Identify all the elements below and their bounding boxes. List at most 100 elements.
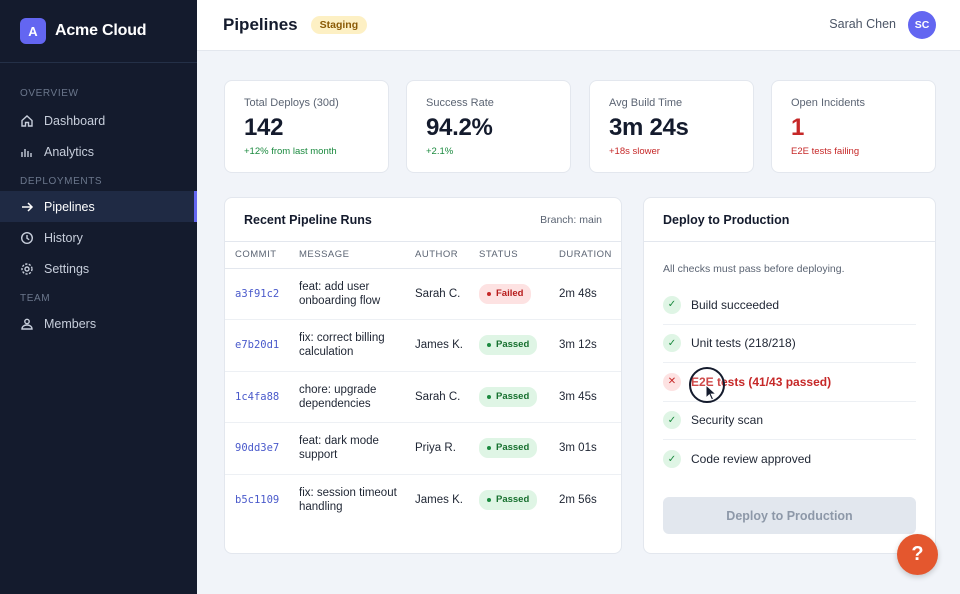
runs-table: COMMIT MESSAGE AUTHOR STATUS DURATION a3… <box>225 242 621 526</box>
home-icon <box>20 114 34 128</box>
status-dot <box>487 446 491 451</box>
check-icon: ✓ <box>663 450 681 469</box>
sidebar: A Acme Cloud OVERVIEW Dashboard Analytic… <box>0 0 197 594</box>
recent-runs-card: Recent Pipeline Runs Branch: main COMMIT… <box>224 197 622 554</box>
commit-hash[interactable]: 1c4fa88 <box>225 371 289 423</box>
column-header-status: STATUS <box>469 242 549 269</box>
run-duration: 3m 01s <box>549 422 621 475</box>
check-icon: ✓ <box>663 334 681 353</box>
status-badge: Passed <box>479 335 538 356</box>
help-button[interactable]: ? <box>897 534 938 575</box>
card-title: Deploy to Production <box>663 212 790 227</box>
deploy-to-production-button[interactable]: Deploy to Production <box>663 497 916 534</box>
stat-value: 94.2% <box>426 114 493 141</box>
stat-note: +18s slower <box>609 146 660 157</box>
sidebar-item-label: Dashboard <box>44 113 106 128</box>
mouse-cursor-icon <box>705 384 717 401</box>
clock-icon <box>20 231 34 245</box>
env-badge: Staging <box>310 16 368 34</box>
table-row[interactable]: e7b20d1 fix: correct billing calculation… <box>225 319 621 372</box>
brand-name: Acme Cloud <box>55 22 147 39</box>
run-duration: 2m 56s <box>559 494 597 506</box>
commit-hash[interactable]: e7b20d1 <box>225 319 289 372</box>
sidebar-item-settings[interactable]: Settings <box>0 253 197 284</box>
column-header-duration: DURATION <box>549 242 621 269</box>
table-row[interactable]: a3f91c2 feat: add user onboarding flow S… <box>225 268 621 320</box>
top-bar: Pipelines Staging Sarah Chen SC <box>197 0 960 51</box>
run-duration: 3m 45s <box>549 371 621 423</box>
stat-value: 3m 24s <box>609 114 689 141</box>
commit-author: Sarah C. <box>405 268 469 320</box>
check-icon: ✓ <box>663 295 681 314</box>
nav-section-overview: OVERVIEW <box>20 88 79 99</box>
check-item-build: ✓ Build succeeded <box>663 286 916 325</box>
deploy-card: Deploy to Production All checks must pas… <box>643 197 936 554</box>
table-row[interactable]: 1c4fa88 chore: upgrade dependencies Sara… <box>225 371 621 423</box>
status-cell: Passed <box>469 371 549 423</box>
sidebar-item-members[interactable]: Members <box>0 308 197 339</box>
stat-card-total-deploys: Total Deploys (30d) 142 +12% from last m… <box>224 80 389 173</box>
status-cell: Failed <box>469 268 549 320</box>
status-text: Passed <box>496 494 530 505</box>
stat-note: +12% from last month <box>244 146 337 157</box>
sidebar-item-history[interactable]: History <box>0 222 197 253</box>
commit-hash[interactable]: a3f91c2 <box>225 268 289 320</box>
run-duration: 3m 12s <box>549 319 621 372</box>
commit-hash[interactable]: b5c1109 <box>235 494 280 506</box>
status-dot <box>487 394 491 399</box>
sidebar-item-analytics[interactable]: Analytics <box>0 136 197 167</box>
stat-label: Success Rate <box>426 97 494 109</box>
table-header-row: COMMIT MESSAGE AUTHOR STATUS DURATION <box>225 242 621 269</box>
card-header: Recent Pipeline Runs Branch: main <box>225 198 621 242</box>
brand[interactable]: A Acme Cloud <box>0 0 197 63</box>
stat-card-avg-build-time: Avg Build Time 3m 24s +18s slower <box>589 80 754 173</box>
check-label: Build succeeded <box>691 297 780 312</box>
avatar[interactable]: SC <box>908 11 936 39</box>
check-item-unit-tests: ✓ Unit tests (218/218) <box>663 325 916 363</box>
user-name[interactable]: Sarah Chen <box>829 17 896 31</box>
status-cell: Passed <box>469 319 549 372</box>
status-text: Failed <box>496 287 524 299</box>
column-header-author: AUTHOR <box>405 242 469 269</box>
sidebar-item-label: Pipelines <box>44 199 95 214</box>
status-badge: Failed <box>479 283 532 304</box>
run-duration: 2m 48s <box>549 268 621 320</box>
status-dot <box>487 291 491 296</box>
commit-author: Priya R. <box>405 422 469 475</box>
nav-section-team: TEAM <box>20 293 51 304</box>
commit-message: feat: dark mode support <box>289 422 405 475</box>
stat-label: Avg Build Time <box>609 97 683 109</box>
nav-section-deployments: DEPLOYMENTS <box>20 176 103 187</box>
column-header-message: MESSAGE <box>289 242 405 269</box>
status-badge: Passed <box>479 386 538 407</box>
check-item-e2e-tests[interactable]: ✕ E2E tests (41/43 passed) <box>663 363 916 402</box>
table-row[interactable]: b5c1109 fix: session timeout handling Ja… <box>225 474 621 526</box>
sidebar-item-pipelines[interactable]: Pipelines <box>0 191 197 222</box>
page-title: Pipelines <box>223 15 298 34</box>
commit-author: Sarah C. <box>405 371 469 423</box>
table-row[interactable]: 90dd3e7 feat: dark mode support Priya R.… <box>225 422 621 475</box>
status-text: Passed <box>496 390 530 402</box>
status-text: Passed <box>496 339 530 351</box>
sidebar-item-label: History <box>44 230 83 245</box>
stat-card-success-rate: Success Rate 94.2% +2.1% <box>406 80 571 173</box>
status-text: Passed <box>496 442 530 454</box>
sidebar-item-dashboard[interactable]: Dashboard <box>0 105 197 136</box>
commit-author: James K. <box>415 494 463 506</box>
sidebar-item-label: Settings <box>44 261 90 276</box>
check-label[interactable]: E2E tests (41/43 passed) <box>691 374 832 389</box>
check-item-security-scan: ✓ Security scan <box>663 402 916 440</box>
column-header-commit: COMMIT <box>225 242 289 269</box>
stat-note: E2E tests failing <box>791 146 860 157</box>
stat-value: 1 <box>791 114 805 141</box>
commit-message: fix: correct billing calculation <box>289 319 405 372</box>
commit-hash[interactable]: 90dd3e7 <box>225 422 289 475</box>
status-badge: Passed <box>479 490 538 510</box>
sidebar-item-label: Members <box>44 316 97 331</box>
stat-label: Open Incidents <box>791 97 865 109</box>
commit-message: chore: upgrade dependencies <box>289 371 405 423</box>
arrow-right-icon <box>20 200 34 214</box>
status-dot <box>487 498 491 502</box>
status-dot <box>487 343 491 348</box>
sidebar-item-label: Analytics <box>44 144 95 159</box>
